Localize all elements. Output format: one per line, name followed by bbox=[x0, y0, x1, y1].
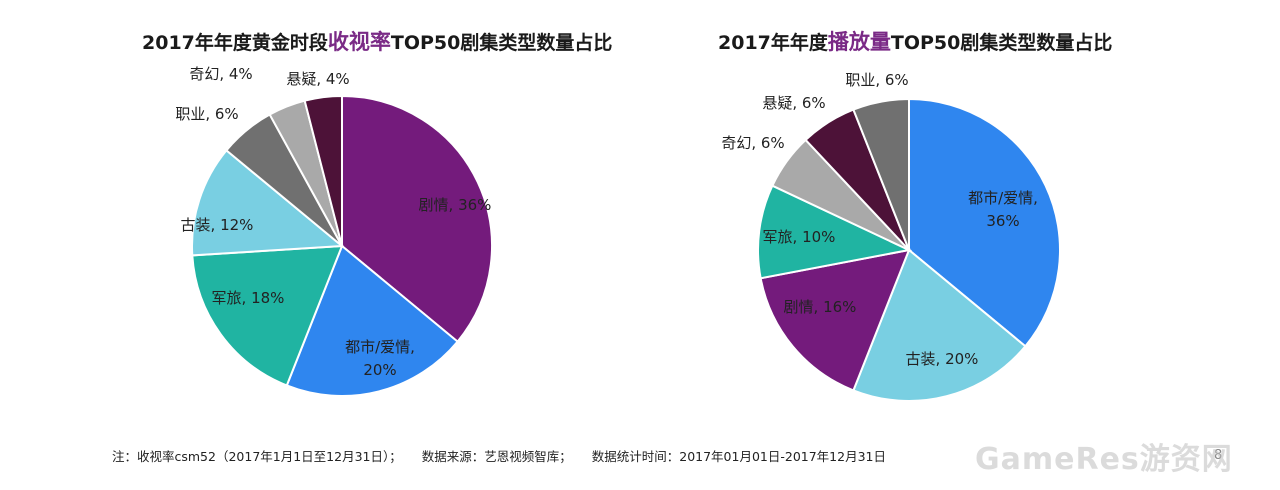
footnote-note: 注：收视率csm52（2017年1月1日至12月31日）； bbox=[112, 449, 402, 464]
slice-label: 都市/爱情, 20% bbox=[345, 338, 415, 379]
title-suffix: TOP50剧集类型数量占比 bbox=[890, 32, 1113, 54]
slice-label: 悬疑, 4% bbox=[286, 70, 349, 88]
title-prefix: 2017年年度 bbox=[718, 32, 828, 54]
slice-label: 职业, 6% bbox=[175, 105, 238, 123]
slice-label: 剧情, 16% bbox=[784, 298, 857, 316]
slice-label: 军旅, 18% bbox=[212, 289, 285, 307]
chart-title-ratings: 2017年年度黄金时段收视率TOP50剧集类型数量占比 bbox=[142, 26, 612, 56]
pie-slice bbox=[285, 244, 459, 397]
title-highlight: 收视率 bbox=[327, 30, 391, 54]
slice-label: 都市/爱情, 36% bbox=[968, 189, 1038, 230]
pie-slice bbox=[303, 94, 343, 247]
footnote: 注：收视率csm52（2017年1月1日至12月31日）； 数据来源：艺恩视频智… bbox=[112, 446, 902, 465]
watermark-logo: GameRes游资网 bbox=[975, 442, 1233, 477]
footnote-source: 数据来源：艺恩视频智库； bbox=[421, 449, 572, 464]
chart-title-plays: 2017年年度播放量TOP50剧集类型数量占比 bbox=[718, 26, 1112, 56]
footnote-period: 数据统计时间：2017年01月01日-2017年12月31日 bbox=[591, 449, 886, 464]
slice-label: 剧情, 36% bbox=[419, 196, 492, 214]
slice-label: 奇幻, 6% bbox=[721, 134, 784, 152]
pie-slice bbox=[759, 248, 911, 392]
pie-slice bbox=[757, 184, 913, 280]
slice-label: 军旅, 10% bbox=[763, 228, 836, 246]
slice-label: 古装, 20% bbox=[906, 350, 979, 368]
slice-label: 悬疑, 6% bbox=[762, 94, 825, 112]
pie-slice bbox=[852, 248, 1027, 402]
title-prefix: 2017年年度黄金时段 bbox=[142, 32, 328, 54]
pie-chart-ratings: 剧情, 36% 都市/爱情, 20% 军旅, 18% 古装, 12% 职业, 6% 奇幻, … bbox=[175, 65, 493, 397]
title-highlight: 播放量 bbox=[827, 30, 891, 54]
pie-slice bbox=[191, 244, 344, 387]
pie-slice bbox=[191, 148, 345, 257]
page-number: 8 bbox=[1214, 448, 1223, 463]
slice-label: 奇幻, 4% bbox=[189, 65, 252, 83]
slice-label: 职业, 6% bbox=[845, 71, 908, 89]
pie-slice bbox=[852, 97, 910, 251]
pie-slice bbox=[341, 94, 493, 344]
title-suffix: TOP50剧集类型数量占比 bbox=[390, 32, 613, 54]
pie-slice bbox=[908, 97, 1061, 348]
pie-chart-plays: 都市/爱情, 36% 古装, 20% 剧情, 16% 军旅, 10% 奇幻, 6% 悬疑, … bbox=[721, 71, 1061, 402]
slice-label: 古装, 12% bbox=[181, 216, 254, 234]
